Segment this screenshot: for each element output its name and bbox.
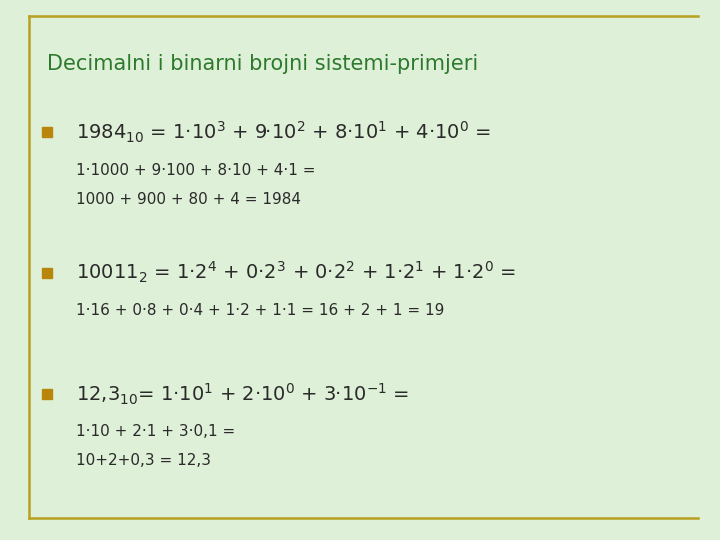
Text: 1984$_{10}$ = 1·10$^{3}$ + 9·10$^{2}$ + 8·10$^{1}$ + 4·10$^{0}$ =: 1984$_{10}$ = 1·10$^{3}$ + 9·10$^{2}$ + … bbox=[76, 120, 491, 145]
Text: 12,3$_{10}$= 1·10$^{1}$ + 2·10$^{0}$ + 3·10$^{-1}$ =: 12,3$_{10}$= 1·10$^{1}$ + 2·10$^{0}$ + 3… bbox=[76, 382, 409, 407]
Text: 10+2+0,3 = 12,3: 10+2+0,3 = 12,3 bbox=[76, 453, 210, 468]
Text: 1·16 + 0·8 + 0·4 + 1·2 + 1·1 = 16 + 2 + 1 = 19: 1·16 + 0·8 + 0·4 + 1·2 + 1·1 = 16 + 2 + … bbox=[76, 303, 444, 318]
Text: Decimalni i binarni brojni sistemi-primjeri: Decimalni i binarni brojni sistemi-primj… bbox=[47, 54, 478, 74]
Text: 10011$_{2}$ = 1·2$^{4}$ + 0·2$^{3}$ + 0·2$^{2}$ + 1·2$^{1}$ + 1·2$^{0}$ =: 10011$_{2}$ = 1·2$^{4}$ + 0·2$^{3}$ + 0·… bbox=[76, 260, 516, 285]
Text: 1·1000 + 9·100 + 8·10 + 4·1 =: 1·1000 + 9·100 + 8·10 + 4·1 = bbox=[76, 163, 315, 178]
Text: 1·10 + 2·1 + 3·0,1 =: 1·10 + 2·1 + 3·0,1 = bbox=[76, 424, 235, 440]
Text: 1000 + 900 + 80 + 4 = 1984: 1000 + 900 + 80 + 4 = 1984 bbox=[76, 192, 301, 207]
